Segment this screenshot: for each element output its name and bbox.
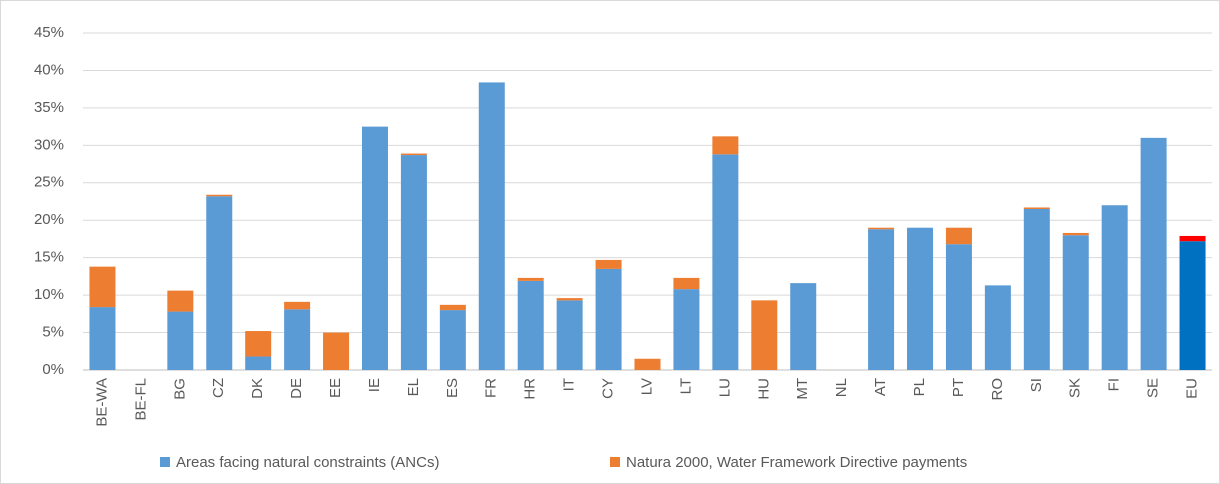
bar-segment bbox=[1140, 137, 1167, 370]
x-tick-label: ES bbox=[444, 378, 461, 398]
x-tick-label: FI bbox=[1106, 378, 1123, 391]
x-tick-label: CY bbox=[600, 378, 617, 399]
x-tick-label: LT bbox=[677, 378, 694, 394]
x-tick-label: SE bbox=[1145, 378, 1162, 398]
bar-segment bbox=[478, 82, 505, 370]
x-tick-label: IE bbox=[366, 378, 383, 392]
legend-label: Areas facing natural constraints (ANCs) bbox=[176, 454, 439, 471]
bar-segment bbox=[89, 266, 116, 308]
bar-segment bbox=[1179, 235, 1206, 242]
x-tick-label: AT bbox=[872, 378, 889, 396]
bar-segment bbox=[634, 358, 661, 370]
bar-segment bbox=[245, 331, 272, 357]
bar-segment bbox=[284, 309, 311, 370]
x-tick-label: EL bbox=[405, 378, 422, 396]
bar-segment bbox=[1023, 208, 1050, 370]
bar-segment bbox=[556, 300, 583, 370]
bar-segment bbox=[595, 268, 622, 370]
legend-swatch bbox=[160, 457, 170, 467]
y-tick-label: 25% bbox=[34, 174, 64, 191]
x-tick-label: EU bbox=[1184, 378, 1201, 399]
bar-segment bbox=[868, 229, 895, 370]
y-tick-label: 45% bbox=[34, 24, 64, 41]
bar-segment bbox=[206, 194, 233, 197]
bar-segment bbox=[361, 126, 388, 370]
y-tick-label: 15% bbox=[34, 249, 64, 266]
legend-swatch bbox=[610, 457, 620, 467]
y-tick-label: 10% bbox=[34, 286, 64, 303]
x-tick-label: BE-FL bbox=[132, 378, 149, 421]
bar-segment bbox=[517, 280, 544, 370]
bar-segment bbox=[167, 311, 194, 370]
bar-segment bbox=[673, 289, 700, 370]
bar-segment bbox=[1101, 205, 1128, 370]
bar-segment bbox=[323, 332, 350, 370]
bar-segment bbox=[1062, 232, 1089, 236]
bar-segment bbox=[868, 227, 895, 230]
bar-segment bbox=[400, 153, 427, 156]
bar-segment bbox=[556, 298, 583, 301]
x-tick-label: BE-WA bbox=[93, 378, 110, 427]
bar-segment bbox=[439, 304, 466, 311]
bar-segment bbox=[712, 154, 739, 370]
y-tick-label: 0% bbox=[42, 361, 64, 378]
bar-segment bbox=[284, 301, 311, 310]
bar-segment bbox=[439, 310, 466, 370]
bar-segment bbox=[790, 283, 817, 370]
bar-segment bbox=[673, 277, 700, 290]
bar-segment bbox=[1023, 207, 1050, 209]
x-tick-label: EE bbox=[327, 378, 344, 398]
x-tick-label: SI bbox=[1028, 378, 1045, 392]
x-tick-label: PT bbox=[950, 378, 967, 397]
x-tick-label: MT bbox=[794, 378, 811, 400]
bar-segment bbox=[984, 285, 1011, 370]
x-tick-label: CZ bbox=[210, 378, 227, 398]
x-tick-label: PL bbox=[911, 378, 928, 396]
x-tick-label: HR bbox=[522, 378, 539, 400]
x-tick-label: DE bbox=[288, 378, 305, 399]
y-tick-label: 35% bbox=[34, 99, 64, 116]
bar-segment bbox=[1179, 241, 1206, 370]
bar-segment bbox=[712, 136, 739, 155]
bar-segment bbox=[517, 277, 544, 281]
x-tick-label: DK bbox=[249, 378, 266, 399]
bar-segment bbox=[595, 259, 622, 269]
bar-segment bbox=[945, 244, 972, 370]
bar-segment bbox=[945, 227, 972, 245]
bar-segment bbox=[89, 307, 116, 370]
y-tick-label: 20% bbox=[34, 211, 64, 228]
x-tick-label: SK bbox=[1067, 378, 1084, 398]
x-tick-label: FR bbox=[483, 378, 500, 398]
x-tick-label: HU bbox=[755, 378, 772, 400]
bar-segment bbox=[907, 227, 934, 370]
y-tick-label: 40% bbox=[34, 61, 64, 78]
bar-segment bbox=[245, 356, 272, 370]
bar-segment bbox=[751, 300, 778, 370]
x-tick-label: LU bbox=[716, 378, 733, 397]
bar-segment bbox=[1062, 235, 1089, 370]
x-tick-label: BG bbox=[171, 378, 188, 400]
x-tick-label: RO bbox=[989, 378, 1006, 401]
legend-label: Natura 2000, Water Framework Directive p… bbox=[626, 454, 967, 471]
bar-segment bbox=[206, 196, 233, 370]
y-tick-label: 30% bbox=[34, 136, 64, 153]
y-tick-label: 5% bbox=[42, 324, 64, 341]
x-tick-label: NL bbox=[833, 378, 850, 397]
x-tick-label: IT bbox=[561, 378, 578, 391]
x-tick-label: LV bbox=[638, 378, 655, 395]
bar-segment bbox=[400, 155, 427, 370]
bar-segment bbox=[167, 290, 194, 312]
